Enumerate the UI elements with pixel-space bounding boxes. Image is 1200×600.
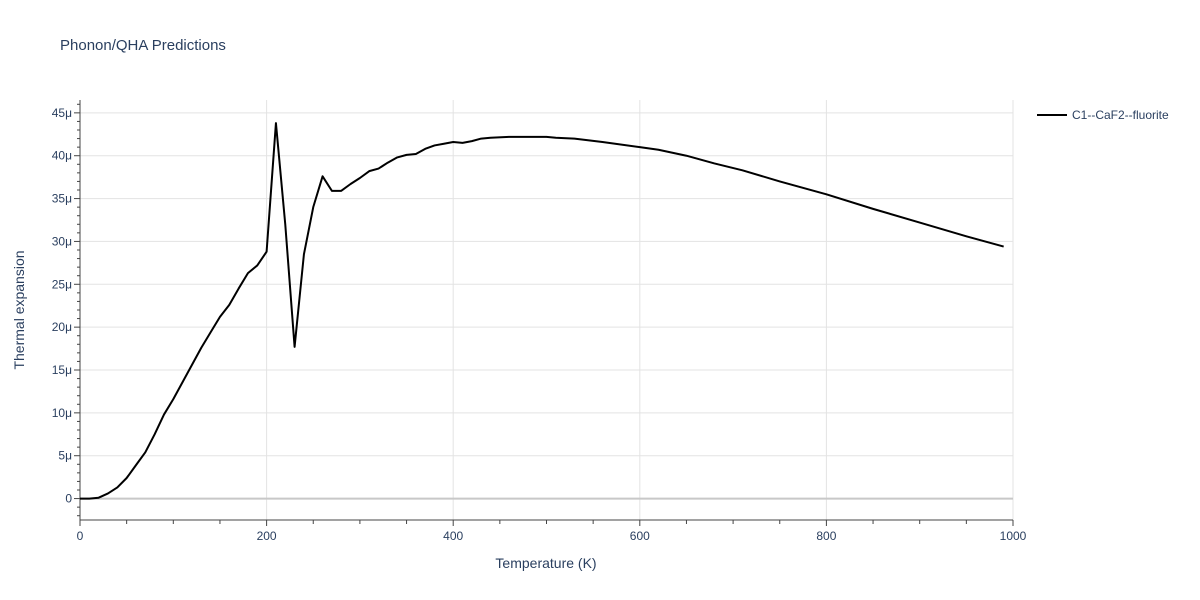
x-tick-label: 600 [630, 529, 650, 543]
y-tick-label: 0 [65, 492, 72, 506]
x-tick-label: 800 [816, 529, 836, 543]
chart-title: Phonon/QHA Predictions [60, 37, 226, 54]
axes [74, 100, 1014, 526]
x-tick-labels: 0 200 400 600 800 1000 [77, 529, 1027, 543]
y-axis-title: Thermal expansion [11, 250, 27, 369]
x-tick-label: 0 [77, 529, 84, 543]
y-tick-label: 10μ [52, 406, 72, 420]
x-tick-label: 1000 [1000, 529, 1027, 543]
y-tick-label: 5μ [58, 449, 72, 463]
series-lines [80, 122, 1004, 500]
series-line-0 [80, 122, 1004, 500]
legend-label: C1--CaF2--fluorite [1072, 108, 1169, 122]
y-tick-label: 30μ [52, 234, 72, 248]
y-tick-label: 20μ [52, 320, 72, 334]
y-tick-label: 40μ [52, 149, 72, 163]
legend[interactable]: C1--CaF2--fluorite [1037, 108, 1169, 122]
x-tick-label: 400 [443, 529, 463, 543]
x-axis-title: Temperature (K) [495, 555, 596, 571]
y-tick-label: 35μ [52, 192, 72, 206]
y-tick-label: 25μ [52, 277, 72, 291]
y-tick-label: 45μ [52, 106, 72, 120]
gridlines [80, 100, 1014, 520]
y-tick-label: 15μ [52, 363, 72, 377]
y-tick-labels: 0 5μ 10μ 15μ 20μ 25μ 30μ 35μ 40μ 45μ [52, 106, 73, 506]
x-tick-label: 200 [257, 529, 277, 543]
